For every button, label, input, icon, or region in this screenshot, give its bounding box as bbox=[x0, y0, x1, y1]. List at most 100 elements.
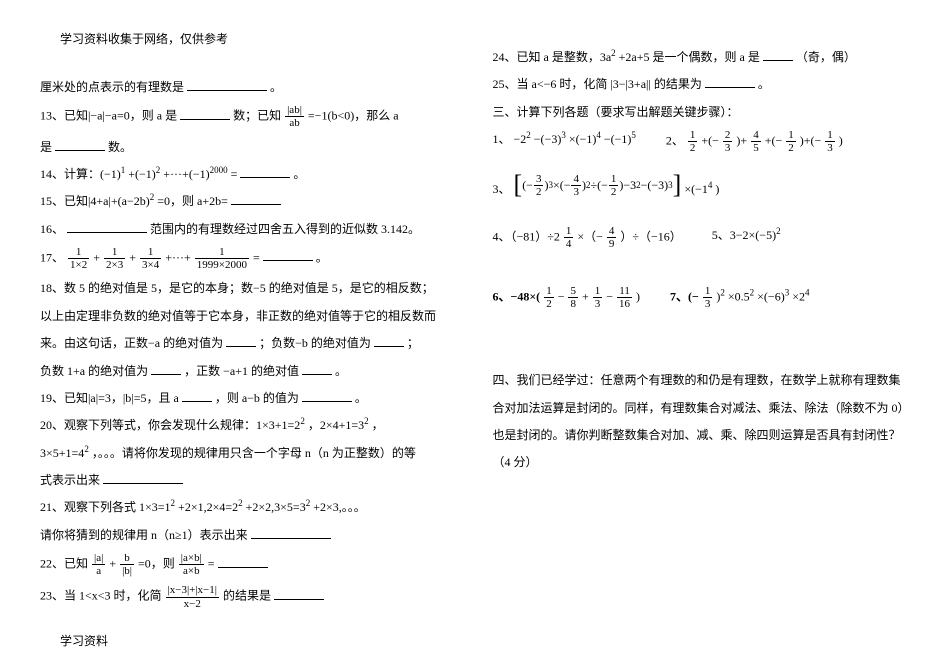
p3a: 3、 bbox=[493, 182, 511, 196]
n: 1 bbox=[564, 225, 574, 238]
n: |a×b| bbox=[179, 552, 204, 565]
t18d: ；负数−b 的绝对值为 bbox=[259, 336, 371, 350]
d: 3×4 bbox=[140, 259, 161, 271]
footer-note: 学习资料 bbox=[60, 632, 108, 649]
t14c: +···+(−1) bbox=[163, 167, 209, 181]
t22a: 22、已知 bbox=[40, 557, 88, 571]
d: 1×2 bbox=[68, 259, 89, 271]
t16a: 16、 bbox=[40, 222, 64, 236]
t21a: 21、观察下列各式 1×3=1 bbox=[40, 500, 171, 514]
p2e: )+(− bbox=[800, 134, 822, 148]
line-15: 15、已知|4+a|+(a−2b)2 =0，则 a+2b= bbox=[40, 191, 453, 211]
t20e: ，。。。请将你发现的规律用只含一个字母 n（n 为正整数）的等 bbox=[92, 446, 416, 460]
p7a: 7、(− bbox=[670, 289, 699, 303]
blank bbox=[182, 390, 212, 402]
d: 2 bbox=[609, 186, 619, 198]
f: 32 bbox=[534, 173, 544, 198]
t17a: 17、 bbox=[40, 250, 64, 264]
blank bbox=[226, 335, 256, 347]
n: 4 bbox=[571, 173, 581, 186]
t18f: 负数 1+a 的绝对值为 bbox=[40, 364, 148, 378]
f: 13 bbox=[593, 285, 603, 310]
line-18b: 以上由定理非负数的绝对值等于它本身，非正数的绝对值等于它的相反数而 bbox=[40, 306, 453, 326]
lbrack: [ bbox=[514, 172, 523, 198]
t14e: 。 bbox=[293, 167, 305, 181]
sup: 4 bbox=[708, 180, 713, 190]
sup: 4 bbox=[805, 287, 810, 297]
p1c: ×(−1) bbox=[569, 132, 597, 146]
prob-3: 3、 [ (− 32 )3 ×(− 43 )2 ÷(− 12 )−32 −(−3… bbox=[493, 172, 906, 199]
line-20c: 式表示出来 bbox=[40, 470, 453, 490]
frac3: 13×4 bbox=[140, 246, 161, 271]
p2d: +(− bbox=[765, 134, 783, 148]
p1d: −(−1) bbox=[604, 132, 632, 146]
frac2: 12×3 bbox=[104, 246, 125, 271]
t14d: = bbox=[231, 167, 238, 181]
t18g: ，正数 −a+1 的绝对值 bbox=[184, 364, 299, 378]
d: 3 bbox=[593, 298, 603, 310]
p4c: ）÷（−16） bbox=[620, 229, 681, 243]
blank bbox=[302, 390, 352, 402]
t19b: ，则 a−b 的值为 bbox=[215, 391, 299, 405]
sup: 2 bbox=[750, 287, 755, 297]
f: 14 bbox=[564, 225, 574, 250]
line-21b: 请你将猜到的规律用 n（n≥1）表示出来 bbox=[40, 525, 453, 545]
f: 23 bbox=[723, 129, 733, 154]
p6c: + bbox=[582, 289, 589, 303]
p2b: +(− bbox=[701, 134, 719, 148]
t21c: +2×2,3×5=3 bbox=[246, 500, 306, 514]
d: 8 bbox=[568, 298, 578, 310]
f: 12 bbox=[609, 173, 619, 198]
t19a: 19、已知|a|=3，|b|=5，且 a bbox=[40, 391, 179, 405]
blank bbox=[240, 166, 290, 178]
n: 4 bbox=[607, 225, 617, 238]
d: 2×3 bbox=[104, 259, 125, 271]
line-18f: 负数 1+a 的绝对值为 ，正数 −a+1 的绝对值 。 bbox=[40, 361, 453, 381]
t25b: 。 bbox=[758, 77, 770, 91]
blank bbox=[187, 79, 267, 91]
d: |b| bbox=[120, 565, 134, 577]
big-bracket: [ (− 32 )3 ×(− 43 )2 ÷(− 12 )−32 −(−3)3 … bbox=[514, 172, 682, 198]
p6b: − bbox=[558, 289, 565, 303]
f: 43 bbox=[571, 173, 581, 198]
blank bbox=[251, 527, 331, 539]
d: 5 bbox=[751, 142, 761, 154]
prob-6-7: 6、−48×( 12 − 58 + 13 − 1116 ) 7、(− 13 ) 2… bbox=[493, 285, 906, 310]
d: x−2 bbox=[166, 598, 219, 610]
section-4b: 合对加法运算是封闭的。同样，有理数集合对减法、乘法、除法（除数不为 0） bbox=[493, 398, 906, 418]
t0b: 。 bbox=[270, 80, 282, 94]
t23b: 的结果是 bbox=[223, 589, 271, 603]
section-4c: 也是封闭的。请你判断整数集合对加、减、乘、除四则运算是否具有封闭性？ bbox=[493, 425, 906, 445]
d: 3 bbox=[703, 298, 713, 310]
blank bbox=[263, 250, 313, 262]
p6e: ) bbox=[636, 289, 640, 303]
t13c: =−1(b<0)，那么 a bbox=[308, 109, 399, 123]
d: a bbox=[92, 565, 105, 577]
t13b: 数；已知 bbox=[233, 109, 281, 123]
p3b: (− bbox=[522, 175, 533, 195]
p3i: ×(−1 bbox=[684, 182, 708, 196]
prob-1-2: 1、 −22 −(−3)3 ×(−1)4 −(−1)5 2、 12 +(− 23… bbox=[493, 129, 906, 154]
t19c: 。 bbox=[355, 391, 367, 405]
p7e: ×2 bbox=[792, 289, 805, 303]
section-4a: 四、我们已经学过：任意两个有理数的和仍是有理数，在数学上就称有理数集 bbox=[493, 370, 906, 390]
blank bbox=[374, 335, 404, 347]
p2a: 2、 bbox=[666, 134, 684, 148]
n: 1 bbox=[195, 246, 249, 259]
f: 58 bbox=[568, 285, 578, 310]
n: 11 bbox=[617, 285, 632, 298]
blank bbox=[55, 139, 105, 151]
d: 4 bbox=[564, 238, 574, 250]
prob-6: 6、−48×( 12 − 58 + 13 − 1116 ) bbox=[493, 285, 641, 310]
f: 49 bbox=[607, 225, 617, 250]
d: 1999×2000 bbox=[195, 259, 249, 271]
t13d: 是 bbox=[40, 140, 52, 154]
line-20a: 20、观察下列等式，你会发现什么规律：1×3+1=22 ，2×4+1=32 ， bbox=[40, 415, 453, 435]
d: 2 bbox=[786, 142, 796, 154]
f: 13 bbox=[825, 129, 835, 154]
sup: 2 bbox=[171, 498, 176, 508]
line-20b: 3×5+1=42 ，。。。请将你发现的规律用只含一个字母 n（n 为正整数）的等 bbox=[40, 443, 453, 463]
t15b: =0，则 a+2b= bbox=[157, 194, 228, 208]
d: 2 bbox=[534, 186, 544, 198]
n: 2 bbox=[723, 129, 733, 142]
